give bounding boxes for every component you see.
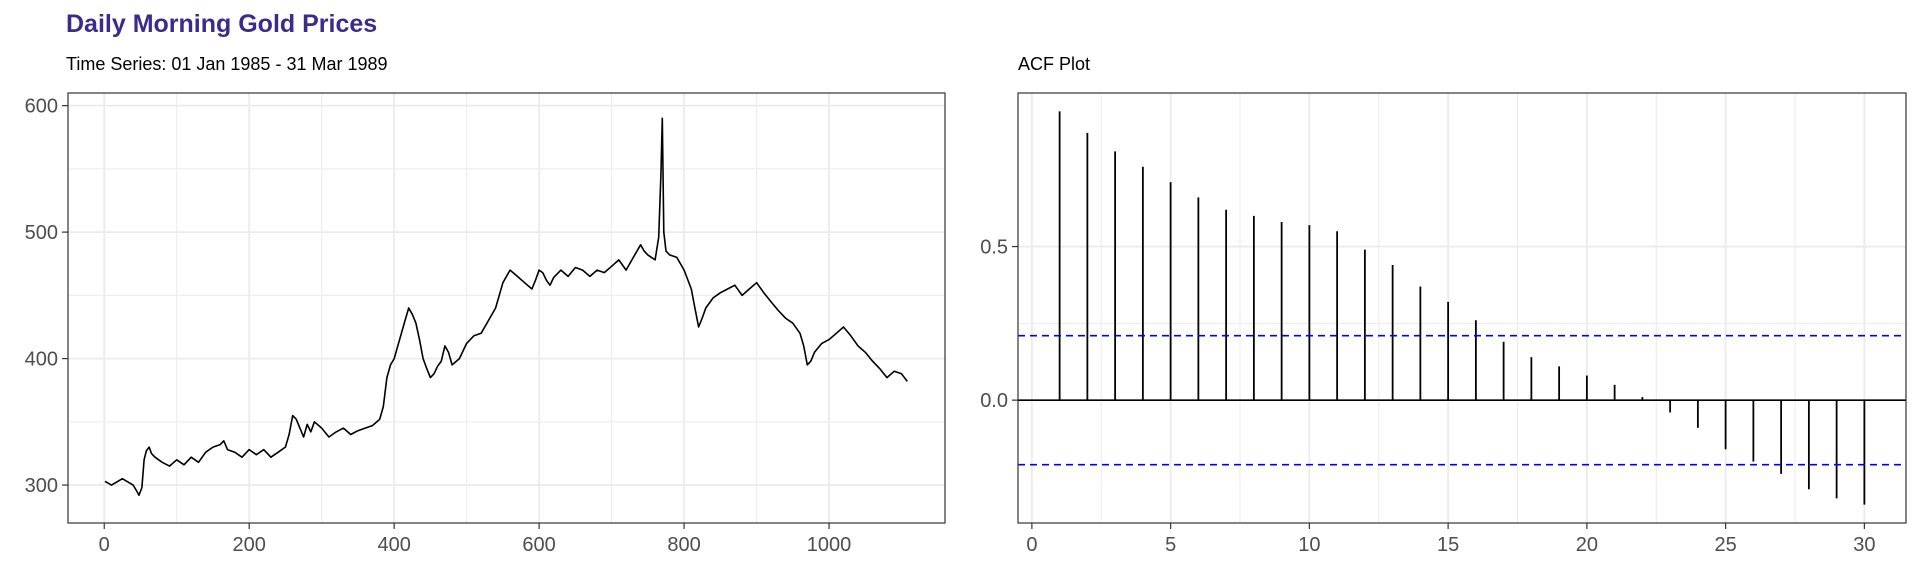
- y-tick-label: 0.5: [980, 237, 1008, 259]
- x-tick-label: 0: [1026, 534, 1037, 556]
- y-tick-label: 400: [25, 349, 58, 371]
- x-tick-label: 0: [99, 534, 110, 556]
- time-series-panel: 0 200 400 600 800 1000 300 400 500 600: [25, 92, 946, 556]
- x-tick-label: 20: [1576, 534, 1598, 556]
- y-tick-label: 0.0: [980, 390, 1008, 412]
- x-tick-label: 1000: [807, 534, 852, 556]
- x-tick-label: 200: [233, 534, 266, 556]
- chart-title: Daily Morning Gold Prices: [66, 10, 378, 38]
- gold-price-line: [104, 117, 908, 497]
- panel-border: [1017, 92, 1907, 524]
- acf-panel: 0 5 10 15 20 25 30 0.0 0.5: [980, 92, 1907, 556]
- time-series-subtitle: Time Series: 01 Jan 1985 - 31 Mar 1989: [66, 54, 388, 74]
- acf-subtitle: ACF Plot: [1018, 54, 1091, 74]
- x-tick-label: 600: [522, 534, 555, 556]
- y-tick-label: 300: [25, 475, 58, 497]
- x-tick-label: 800: [667, 534, 700, 556]
- x-tick-label: 30: [1853, 534, 1875, 556]
- x-tick-label: 5: [1165, 534, 1176, 556]
- x-tick-label: 10: [1298, 534, 1320, 556]
- x-tick-label: 400: [377, 534, 410, 556]
- y-tick-label: 500: [25, 222, 58, 244]
- y-tick-label: 600: [25, 96, 58, 118]
- x-tick-label: 15: [1437, 534, 1459, 556]
- panel-border: [67, 92, 946, 524]
- x-tick-label: 25: [1715, 534, 1737, 556]
